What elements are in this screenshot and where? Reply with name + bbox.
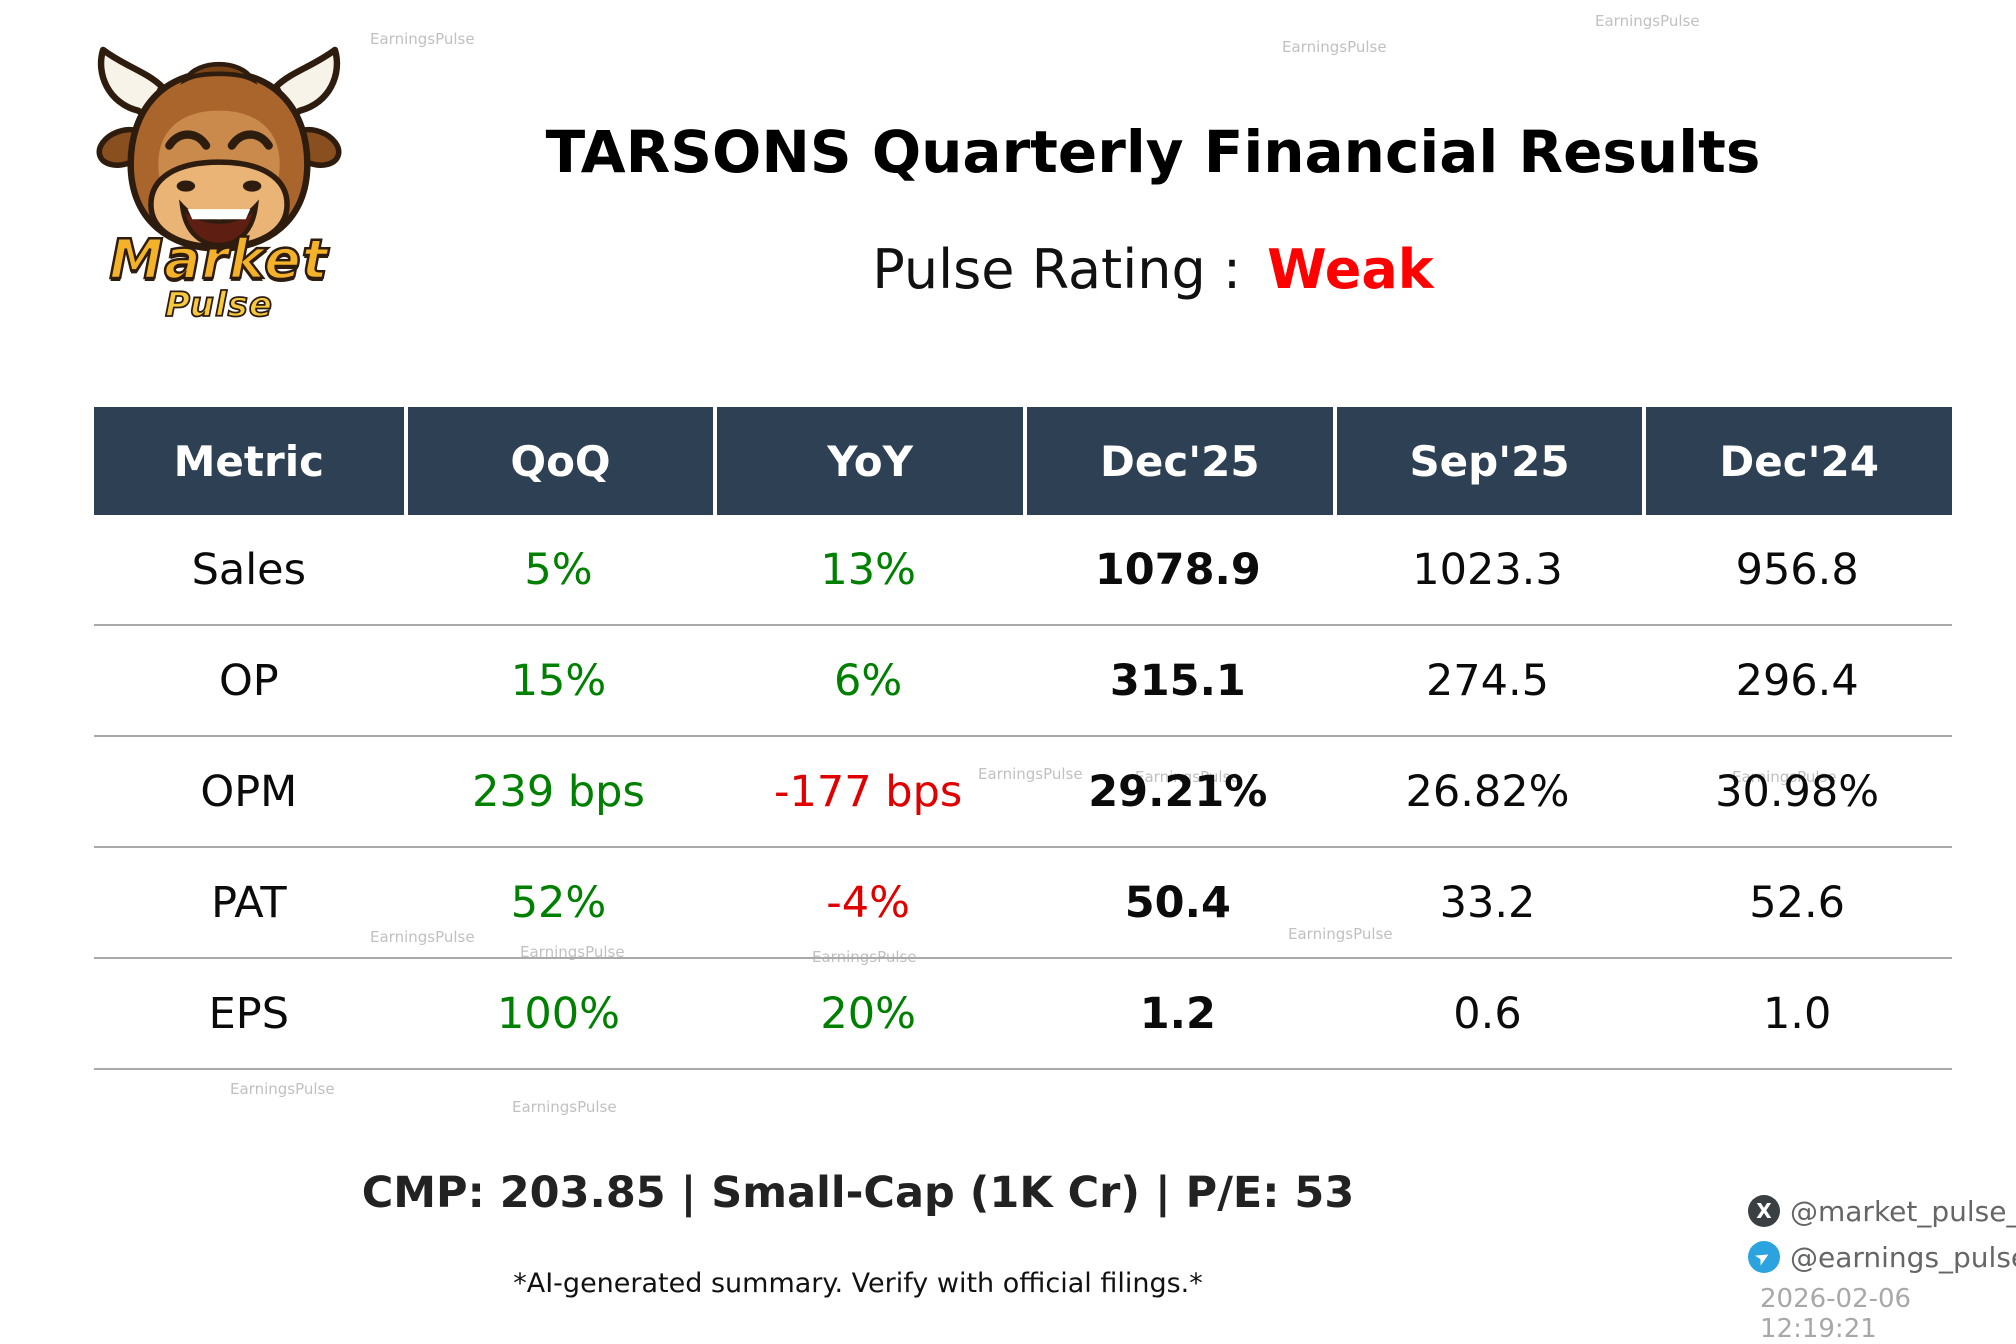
x-handle: @market_pulse_ai	[1790, 1194, 2016, 1228]
dec24-cell: 52.6	[1749, 877, 1846, 928]
header-cell-dec25: Dec'25	[1022, 407, 1333, 515]
timestamp: 2026-02-06 12:19:21	[1760, 1284, 1912, 1344]
disclaimer: *AI-generated summary. Verify with offic…	[513, 1268, 1203, 1299]
dec25-cell: 315.1	[1109, 655, 1246, 706]
sep25-cell: 1023.3	[1412, 544, 1563, 595]
table-row-op: OP 15% 6% 315.1 274.5 296.4	[94, 626, 1952, 737]
yoy-cell: 6%	[834, 655, 903, 706]
table-row-pat: PAT 52% -4% 50.4 33.2 52.6	[94, 848, 1952, 959]
metric-cell: EPS	[208, 988, 290, 1039]
watermark: EarningsPulse	[1595, 12, 1700, 30]
results-table: Metric QoQ YoY Dec'25 Sep'25 Dec'24 Sale…	[94, 407, 1952, 1070]
table-header-row: Metric QoQ YoY Dec'25 Sep'25 Dec'24	[94, 407, 1952, 515]
watermark: EarningsPulse	[230, 1080, 335, 1098]
dec24-cell: 296.4	[1735, 655, 1859, 706]
x-icon: X	[1748, 1195, 1780, 1227]
qoq-cell: 15%	[510, 655, 607, 706]
sep25-cell: 0.6	[1453, 988, 1522, 1039]
header-cell-yoy: YoY	[713, 407, 1023, 515]
qoq-cell: 5%	[524, 544, 593, 595]
metric-cell: OPM	[200, 766, 298, 817]
logo-brand-line1: Market	[108, 227, 329, 293]
header-cell-metric: Metric	[94, 407, 404, 515]
pulse-rating-value: Weak	[1267, 238, 1434, 301]
pulse-rating: Pulse Rating : Weak	[340, 238, 1966, 301]
bull-logo-icon	[96, 46, 342, 252]
header-cell-dec24: Dec'24	[1642, 407, 1952, 515]
header: TARSONS Quarterly Financial Results Puls…	[340, 118, 1966, 301]
telegram-handle-row: ➤ @earnings_pulse	[1748, 1238, 2016, 1276]
header-cell-qoq: QoQ	[403, 407, 714, 515]
dec25-cell: 29.21%	[1088, 766, 1268, 817]
x-handle-row: X @market_pulse_ai	[1748, 1192, 2016, 1230]
dec24-cell: 30.98%	[1715, 766, 1880, 817]
sep25-cell: 274.5	[1425, 655, 1550, 706]
yoy-cell: 20%	[820, 988, 916, 1039]
telegram-icon: ➤	[1748, 1241, 1780, 1273]
dec24-cell: 1.0	[1762, 988, 1832, 1039]
social-links: X @market_pulse_ai ➤ @earnings_pulse	[1748, 1192, 2016, 1284]
sep25-cell: 26.82%	[1405, 766, 1570, 817]
watermark: EarningsPulse	[512, 1098, 617, 1116]
qoq-cell: 100%	[497, 988, 620, 1039]
qoq-cell: 52%	[510, 877, 607, 928]
page-title: TARSONS Quarterly Financial Results	[545, 118, 1761, 186]
telegram-handle: @earnings_pulse	[1790, 1240, 2016, 1274]
table-row-opm: OPM 239 bps -177 bps 29.21% 26.82% 30.98…	[94, 737, 1952, 848]
yoy-cell: -177 bps	[774, 766, 963, 817]
watermark: EarningsPulse	[370, 30, 475, 48]
metric-cell: OP	[218, 655, 279, 706]
watermark: EarningsPulse	[1282, 38, 1387, 56]
dec24-cell: 956.8	[1735, 544, 1859, 595]
logo-brand-line2: Pulse	[164, 284, 273, 326]
yoy-cell: 13%	[820, 544, 916, 595]
table-row-sales: Sales 5% 13% 1078.9 1023.3 956.8	[94, 515, 1952, 626]
dec25-cell: 1078.9	[1094, 544, 1261, 595]
dec25-cell: 50.4	[1124, 877, 1231, 928]
market-pulse-logo: Market Pulse	[64, 26, 374, 356]
metric-cell: PAT	[211, 877, 287, 928]
header-cell-sep25: Sep'25	[1332, 407, 1643, 515]
table-row-eps: EPS 100% 20% 1.2 0.6 1.0	[94, 959, 1952, 1070]
qoq-cell: 239 bps	[472, 766, 645, 817]
yoy-cell: -4%	[826, 877, 911, 928]
sep25-cell: 33.2	[1439, 877, 1536, 928]
pulse-rating-label: Pulse Rating :	[872, 238, 1242, 301]
cmp-summary: CMP: 203.85 | Small-Cap (1K Cr) | P/E: 5…	[361, 1168, 1355, 1218]
metric-cell: Sales	[191, 544, 307, 595]
dec25-cell: 1.2	[1139, 988, 1216, 1039]
